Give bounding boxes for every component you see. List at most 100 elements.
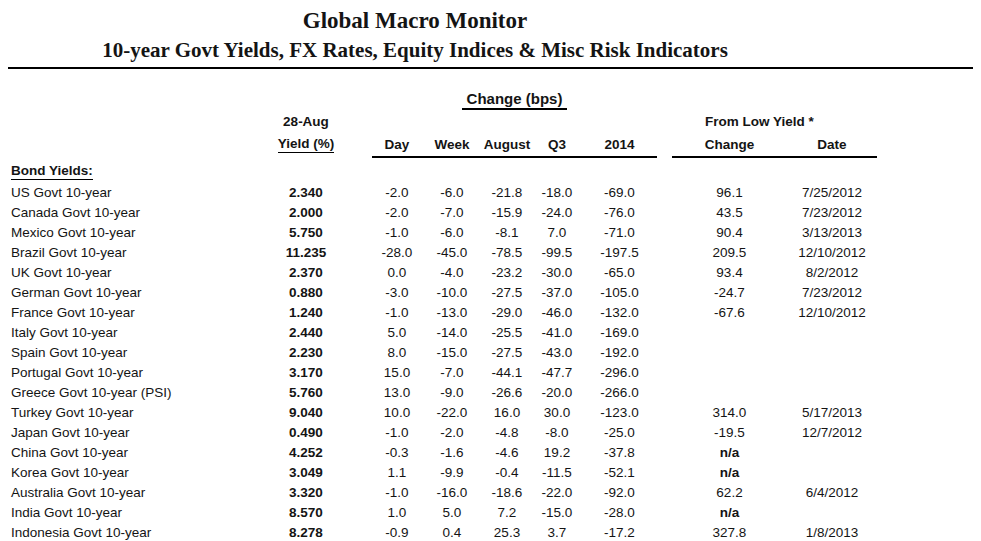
- spacer-cell: [657, 482, 672, 502]
- bond-name-cell: Italy Govt 10-year: [8, 322, 270, 342]
- 2014-change-cell: -37.8: [582, 442, 657, 462]
- 2014-change-cell: -92.0: [582, 482, 657, 502]
- spacer-cell: [342, 222, 372, 242]
- bond-name-cell: Portugal Govt 10-year: [8, 362, 270, 382]
- week-change-cell: -10.0: [422, 282, 482, 302]
- table-row: Japan Govt 10-year 0.490 -1.0 -2.0 -4.8 …: [8, 422, 877, 442]
- august-change-cell: -15.9: [482, 202, 532, 222]
- q3-change-cell: 30.0: [532, 402, 582, 422]
- from-low-date-cell: [787, 342, 877, 362]
- from-low-date-cell: 12/7/2012: [787, 422, 877, 442]
- 2014-column-header: 2014: [582, 132, 657, 157]
- spacer-cell: [270, 89, 342, 111]
- from-low-date-cell: [787, 442, 877, 462]
- day-change-cell: -2.0: [372, 202, 422, 222]
- spacer-cell: [342, 302, 372, 322]
- yield-value-cell: 2.440: [270, 322, 342, 342]
- from-low-change-cell: 90.4: [672, 222, 787, 242]
- yield-pct-header: Yield (%): [278, 136, 335, 153]
- august-change-cell: -4.6: [482, 442, 532, 462]
- table-row: Korea Govt 10-year 3.049 1.1 -9.9 -0.4 -…: [8, 462, 877, 482]
- q3-change-cell: 3.7: [532, 522, 582, 541]
- spacer-cell: [672, 89, 877, 111]
- august-change-cell: -26.6: [482, 382, 532, 402]
- yield-value-cell: 8.278: [270, 522, 342, 541]
- august-change-cell: -27.5: [482, 342, 532, 362]
- table-row: UK Govt 10-year 2.370 0.0 -4.0 -23.2 -30…: [8, 262, 877, 282]
- day-change-cell: -1.0: [372, 482, 422, 502]
- change-bps-header: Change (bps): [462, 90, 568, 110]
- spacer-cell: [657, 442, 672, 462]
- from-low-date-cell: 8/2/2012: [787, 262, 877, 282]
- from-low-date-cell: [787, 362, 877, 382]
- 2014-change-cell: -52.1: [582, 462, 657, 482]
- bond-name-cell: Brazil Govt 10-year: [8, 242, 270, 262]
- bond-yields-table: Change (bps) 28-Aug From Low Yield * Yie…: [8, 89, 877, 541]
- bond-name-cell: Mexico Govt 10-year: [8, 222, 270, 242]
- spacer-cell: [8, 89, 270, 111]
- yield-value-cell: 1.240: [270, 302, 342, 322]
- from-low-date-cell: 7/23/2012: [787, 282, 877, 302]
- spacer-cell: [657, 202, 672, 222]
- august-change-cell: -4.8: [482, 422, 532, 442]
- from-low-change-cell: [672, 362, 787, 382]
- week-change-cell: -7.0: [422, 202, 482, 222]
- from-low-date-cell: 3/13/2013: [787, 222, 877, 242]
- table-row: Greece Govt 10-year (PSI) 5.760 13.0 -9.…: [8, 382, 877, 402]
- from-low-change-cell: [672, 322, 787, 342]
- spacer-cell: [8, 111, 270, 132]
- day-column-header: Day: [372, 132, 422, 157]
- week-change-cell: -22.0: [422, 402, 482, 422]
- 2014-change-cell: -132.0: [582, 302, 657, 322]
- from-low-change-cell: n/a: [672, 502, 787, 522]
- spacer-cell: [342, 132, 372, 157]
- 2014-change-cell: -296.0: [582, 362, 657, 382]
- from-low-date-cell: 5/17/2013: [787, 402, 877, 422]
- header-row-2: Yield (%) Day Week August Q3 2014 Change…: [8, 132, 877, 157]
- q3-change-cell: -46.0: [532, 302, 582, 322]
- from-low-change-cell: 93.4: [672, 262, 787, 282]
- table-row: Australia Govt 10-year 3.320 -1.0 -16.0 …: [8, 482, 877, 502]
- day-change-cell: -2.0: [372, 182, 422, 202]
- august-change-cell: -0.4: [482, 462, 532, 482]
- spacer-cell: [342, 362, 372, 382]
- week-change-cell: -45.0: [422, 242, 482, 262]
- from-low-date-cell: [787, 462, 877, 482]
- from-low-change-cell: 327.8: [672, 522, 787, 541]
- spacer-cell: [657, 362, 672, 382]
- bond-name-cell: German Govt 10-year: [8, 282, 270, 302]
- spacer-cell: [342, 402, 372, 422]
- week-change-cell: 0.4: [422, 522, 482, 541]
- day-change-cell: 1.1: [372, 462, 422, 482]
- spacer-cell: [657, 182, 672, 202]
- august-change-cell: 16.0: [482, 402, 532, 422]
- day-change-cell: -0.3: [372, 442, 422, 462]
- spacer-cell: [342, 202, 372, 222]
- week-change-cell: -14.0: [422, 322, 482, 342]
- august-change-cell: -23.2: [482, 262, 532, 282]
- august-change-cell: -78.5: [482, 242, 532, 262]
- spacer-cell: [657, 342, 672, 362]
- spacer-cell: [342, 182, 372, 202]
- 2014-change-cell: -17.2: [582, 522, 657, 541]
- week-change-cell: 5.0: [422, 502, 482, 522]
- spacer-cell: [657, 262, 672, 282]
- week-change-cell: -6.0: [422, 182, 482, 202]
- q3-change-cell: -22.0: [532, 482, 582, 502]
- spacer-cell: [657, 89, 672, 111]
- spacer-cell: [342, 282, 372, 302]
- bond-name-cell: France Govt 10-year: [8, 302, 270, 322]
- day-change-cell: 15.0: [372, 362, 422, 382]
- august-change-cell: -27.5: [482, 282, 532, 302]
- header-row-1: 28-Aug From Low Yield *: [8, 111, 877, 132]
- 2014-change-cell: -69.0: [582, 182, 657, 202]
- from-low-date-cell: 12/10/2012: [787, 242, 877, 262]
- spacer-cell: [342, 482, 372, 502]
- spacer-cell: [342, 242, 372, 262]
- bond-name-cell: Canada Govt 10-year: [8, 202, 270, 222]
- spacer-cell: [657, 462, 672, 482]
- august-change-cell: -8.1: [482, 222, 532, 242]
- day-change-cell: -0.9: [372, 522, 422, 541]
- bond-name-cell: China Govt 10-year: [8, 442, 270, 462]
- q3-change-cell: -11.5: [532, 462, 582, 482]
